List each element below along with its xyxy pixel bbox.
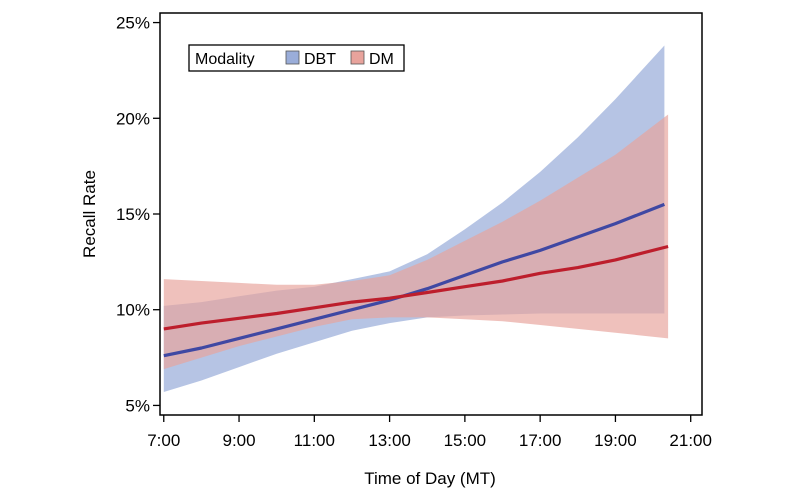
legend-swatch-dm [350,50,365,65]
x-tick-label: 9:00 [222,431,255,450]
y-axis-title: Recall Rate [80,170,99,258]
x-axis-title: Time of Day (MT) [364,469,496,488]
series-line-dm [163,244,669,331]
x-tick-label: 11:00 [294,431,335,450]
y-axis: 5% 10% 15% 20% 25% [116,14,160,415]
legend-title: Modality [195,51,255,68]
x-tick-label: 15:00 [444,431,487,450]
confidence-band-dm [163,114,669,370]
confidence-bands [163,45,669,392]
x-tick-label: 19:00 [594,431,637,450]
x-tick-label: 7:00 [147,431,180,450]
y-tick-label: 25% [116,14,150,33]
x-tick-label: 17:00 [519,431,562,450]
legend: Modality DBT DM [188,44,405,72]
legend-label-dbt: DBT [304,51,336,68]
y-tick-label: 15% [116,205,150,224]
legend-label-dm: DM [369,51,394,68]
legend-swatch-dbt [285,50,300,65]
series-lines [163,202,669,358]
y-tick-label: 20% [116,109,150,128]
x-tick-label: 13:00 [368,431,411,450]
x-axis: 7:00 9:00 11:00 13:00 15:00 17:00 19:00 21:00 [147,415,712,450]
legend-box [188,44,405,72]
x-tick-label: 21:00 [669,431,712,450]
y-tick-label: 5% [125,396,150,415]
y-tick-label: 10% [116,301,150,320]
